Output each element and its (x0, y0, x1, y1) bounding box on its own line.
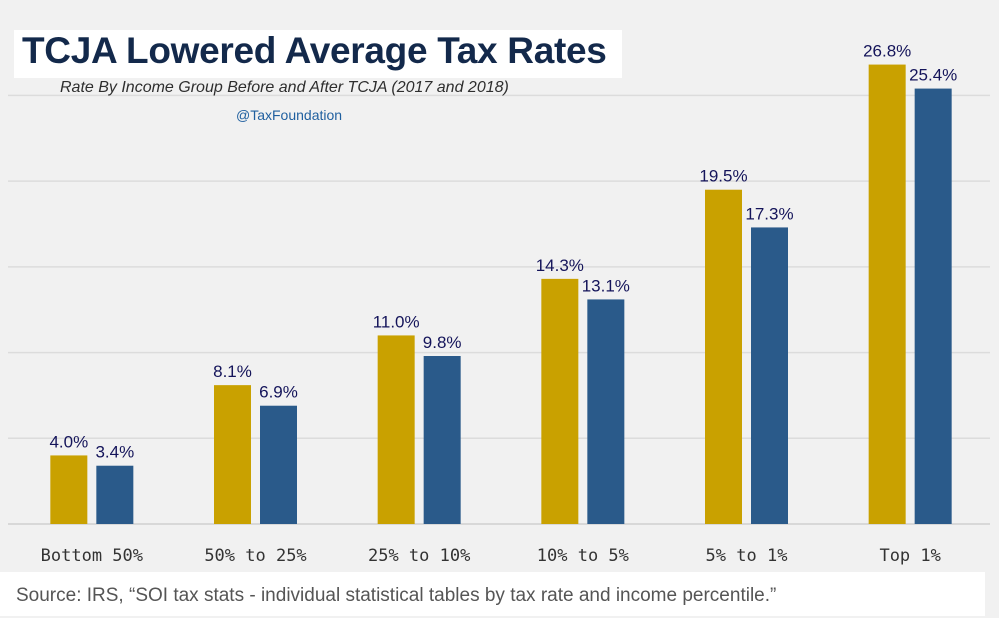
bar-series-1 (214, 385, 251, 524)
x-tick-label: 50% to 25% (204, 546, 306, 566)
bar-series-1 (705, 189, 742, 524)
data-label: 9.8% (423, 333, 462, 352)
bar-series-2 (914, 88, 952, 525)
data-label: 17.3% (745, 204, 793, 223)
x-tick-label: Top 1% (879, 546, 940, 566)
bar-series-1 (868, 64, 906, 525)
bar-series-2 (423, 356, 461, 524)
source-background (0, 572, 985, 616)
x-tick-label: 25% to 10% (368, 546, 470, 566)
chart-title: TCJA Lowered Average Tax Rates (22, 30, 607, 71)
x-tick-label: 10% to 5% (537, 546, 629, 566)
data-label: 4.0% (49, 432, 88, 451)
data-label: 25.4% (909, 66, 957, 85)
data-label: 11.0% (373, 312, 420, 331)
chart-subtitle: Rate By Income Group Before and After TC… (60, 79, 509, 96)
source-note: Source: IRS, “SOI tax stats - individual… (16, 585, 777, 606)
bar-series-2 (260, 405, 297, 524)
bar-series-1 (50, 455, 88, 524)
bar-series-2 (587, 299, 625, 524)
source-handle: @TaxFoundation (236, 107, 343, 123)
data-label: 14.3% (536, 256, 584, 275)
x-tick-label: Bottom 50% (41, 546, 143, 566)
bar-series-2 (751, 227, 788, 524)
x-tick-label: 5% to 1% (706, 546, 788, 566)
data-label: 13.1% (582, 276, 630, 295)
data-label: 8.1% (213, 362, 252, 381)
data-label: 26.8% (863, 42, 911, 61)
title-background (14, 30, 622, 78)
bar-series-1 (541, 278, 579, 524)
bar-series-1 (377, 335, 415, 524)
data-label: 3.4% (95, 443, 134, 462)
data-label: 6.9% (259, 383, 298, 402)
bar-series-2 (96, 465, 134, 524)
data-label: 19.5% (699, 167, 747, 186)
